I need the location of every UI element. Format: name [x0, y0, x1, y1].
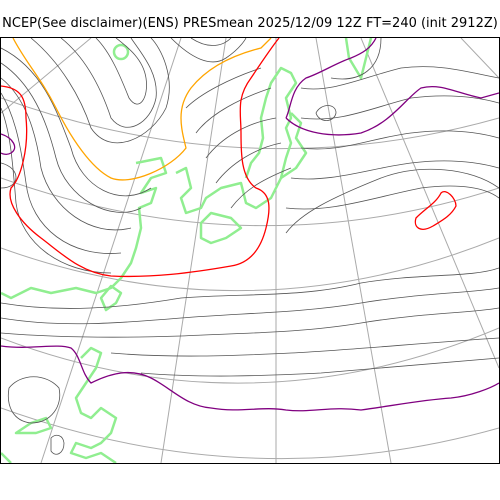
map-canvas: [1, 38, 499, 463]
isobar: [1, 92, 122, 254]
isobar: [1, 47, 152, 197]
isobar: [195, 87, 272, 134]
isobar: [285, 168, 499, 234]
latitude-line: [1, 177, 499, 227]
isobar: [60, 38, 157, 128]
graticule: [1, 38, 499, 463]
coastline: [112, 43, 130, 61]
red-contour: [414, 191, 457, 230]
isobar: [190, 38, 232, 46]
coastline: [14, 416, 53, 435]
isobar: [7, 376, 61, 424]
isobar: [1, 162, 17, 189]
isobar: [170, 38, 247, 63]
longitude-line: [160, 38, 227, 463]
purple-contour: [1, 345, 499, 412]
coastline: [175, 66, 298, 215]
latitude-line: [1, 327, 499, 384]
isobar: [1, 107, 112, 274]
longitude-line: [460, 38, 499, 79]
isobar: [1, 287, 499, 325]
isobar: [290, 160, 499, 180]
latitude-line: [1, 237, 499, 292]
isobar: [30, 38, 170, 144]
isobar: [1, 307, 499, 338]
isobar: [50, 434, 65, 455]
purple-contour: [285, 38, 377, 119]
purple-contour: [285, 86, 499, 136]
red-contour: [1, 38, 280, 278]
coastline: [199, 211, 243, 245]
longitude-line: [315, 38, 392, 463]
coastline: [1, 452, 12, 463]
map-title: NCEP(See disclaimer)(ENS) PRESmean 2025/…: [2, 16, 498, 31]
coastline: [1, 156, 168, 300]
isobar: [205, 117, 277, 159]
coastline: [69, 346, 118, 463]
isobar: [110, 337, 499, 357]
isobar: [330, 38, 382, 80]
isobar: [140, 357, 499, 377]
isobar: [300, 66, 499, 90]
latitude-line: [1, 407, 499, 460]
isobar: [185, 67, 262, 109]
isobar: [315, 105, 337, 121]
longitude-line: [1, 38, 92, 114]
longitude-line: [40, 38, 182, 463]
isobar: [1, 62, 142, 213]
isobar: [95, 38, 147, 105]
isobar: [285, 185, 499, 210]
isobar: [1, 267, 499, 309]
pressure-map: [0, 37, 500, 464]
isobar: [1, 77, 132, 231]
coastline: [344, 38, 373, 80]
orange-contour: [12, 38, 272, 181]
longitude-line: [360, 38, 499, 369]
highlight-contours: [1, 38, 499, 412]
coastline: [280, 112, 308, 180]
latitude-line: [1, 97, 499, 150]
isobar: [215, 142, 282, 184]
isobars: [1, 38, 499, 455]
purple-contour: [1, 133, 16, 155]
isobar: [300, 130, 499, 150]
isobar: [230, 167, 292, 209]
